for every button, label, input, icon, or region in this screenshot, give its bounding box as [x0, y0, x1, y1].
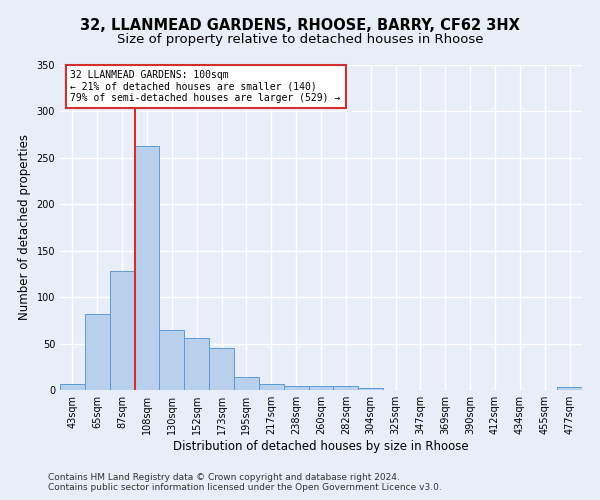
X-axis label: Distribution of detached houses by size in Rhoose: Distribution of detached houses by size … [173, 440, 469, 453]
Bar [259, 384, 284, 390]
Bar [284, 386, 308, 390]
Bar [557, 387, 582, 390]
Text: Contains public sector information licensed under the Open Government Licence v3: Contains public sector information licen… [48, 484, 442, 492]
Bar [110, 271, 134, 390]
Bar [60, 384, 85, 390]
Text: 32 LLANMEAD GARDENS: 100sqm
← 21% of detached houses are smaller (140)
79% of se: 32 LLANMEAD GARDENS: 100sqm ← 21% of det… [70, 70, 341, 103]
Bar [160, 330, 184, 390]
Bar [308, 386, 334, 390]
Bar [184, 338, 209, 390]
Bar [234, 377, 259, 390]
Text: Contains HM Land Registry data © Crown copyright and database right 2024.: Contains HM Land Registry data © Crown c… [48, 474, 400, 482]
Text: Size of property relative to detached houses in Rhoose: Size of property relative to detached ho… [117, 32, 483, 46]
Y-axis label: Number of detached properties: Number of detached properties [18, 134, 31, 320]
Bar [85, 314, 110, 390]
Bar [209, 348, 234, 390]
Bar [358, 388, 383, 390]
Bar [134, 146, 160, 390]
Bar [334, 386, 358, 390]
Text: 32, LLANMEAD GARDENS, RHOOSE, BARRY, CF62 3HX: 32, LLANMEAD GARDENS, RHOOSE, BARRY, CF6… [80, 18, 520, 32]
